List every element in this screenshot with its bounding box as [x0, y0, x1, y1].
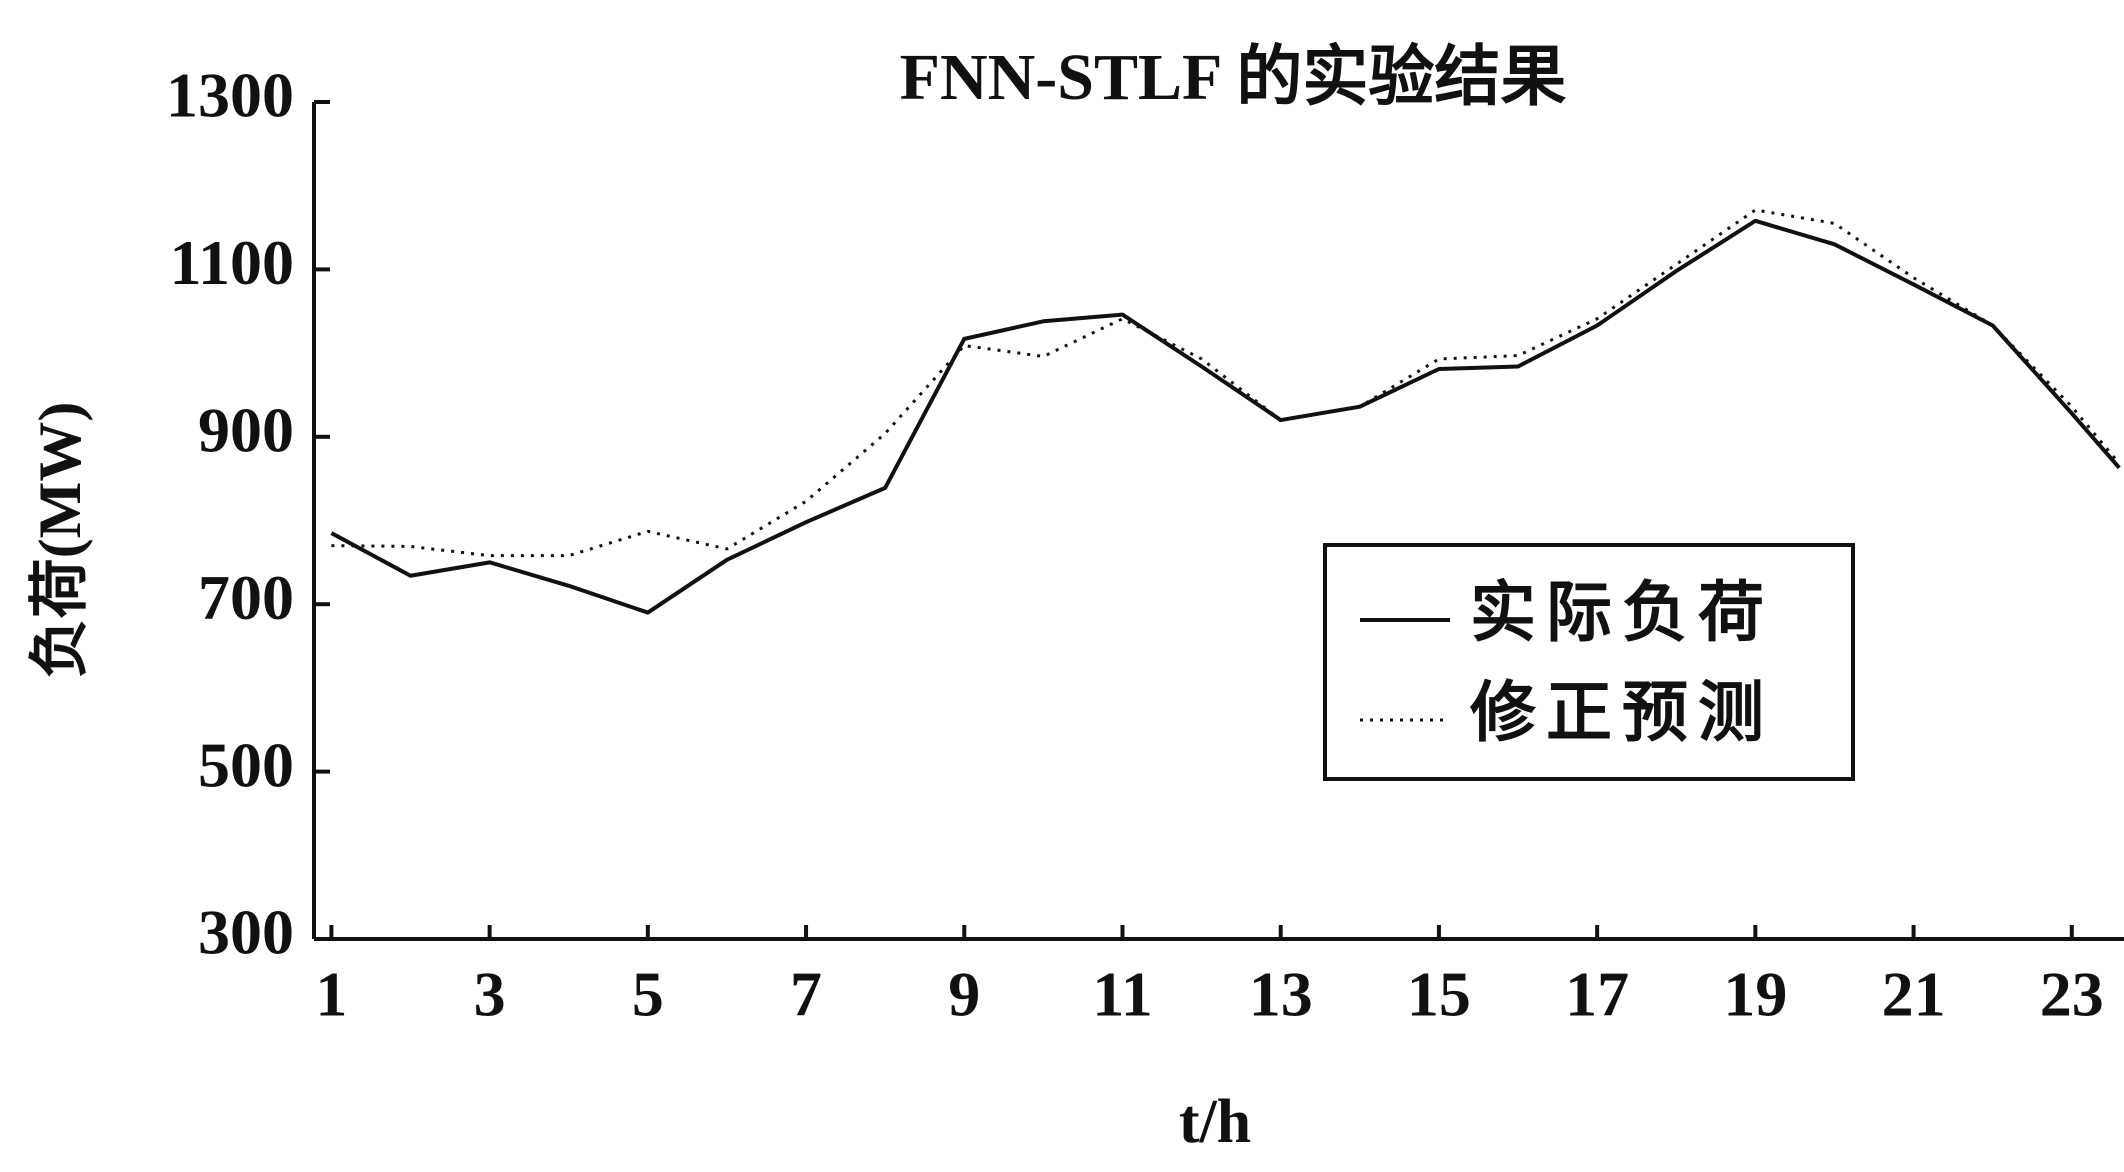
x-tick-label: 9 [948, 959, 980, 1030]
x-tick-label: 15 [1407, 959, 1471, 1030]
y-tick-label: 1100 [170, 227, 294, 298]
x-tick-label: 7 [790, 959, 822, 1030]
y-tick-label: 700 [198, 562, 294, 633]
legend-label: 修正预测 [1470, 677, 1774, 750]
legend-box [1323, 543, 1855, 781]
y-tick-label: 1300 [166, 60, 294, 131]
x-tick-label: 3 [474, 959, 506, 1030]
y-tick-label: 900 [198, 394, 294, 465]
x-tick-label: 13 [1249, 959, 1313, 1030]
x-tick-label: 1 [315, 959, 347, 1030]
x-tick-label: 11 [1092, 959, 1152, 1030]
x-tick-label: 17 [1565, 959, 1629, 1030]
x-tick-label: 5 [632, 959, 664, 1030]
legend-label: 实际负荷 [1470, 577, 1774, 650]
x-tick-label: 19 [1723, 959, 1787, 1030]
series-line [331, 208, 2121, 558]
x-tick-label: 23 [2040, 959, 2104, 1030]
chart-title: FNN-STLF 的实验结果 [900, 41, 1567, 114]
y-axis-label: 负荷(MW) [27, 402, 93, 679]
x-tick-label: 21 [1882, 959, 1946, 1030]
y-tick-label: 300 [198, 897, 294, 968]
x-axis-label: t/h [1179, 1088, 1251, 1156]
series-line [330, 218, 2121, 615]
y-tick-label: 500 [198, 729, 294, 800]
